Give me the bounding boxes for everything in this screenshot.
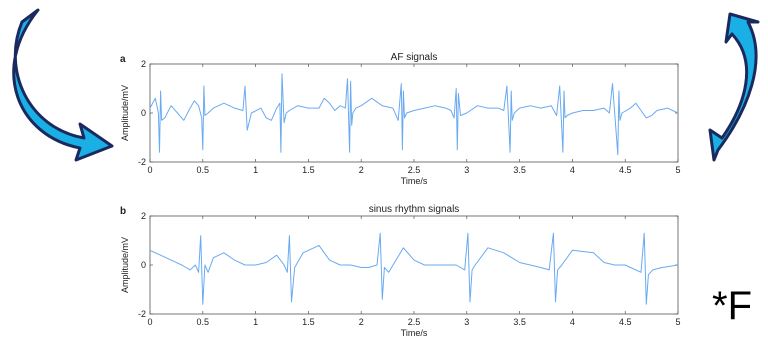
- panel-b-xtick-label: 3: [464, 317, 469, 327]
- panel-a-xtick-label: 4: [570, 165, 575, 175]
- panel-a-xtick-label: 1.5: [302, 165, 315, 175]
- panel-a-ylabel: Amplitude/mV: [120, 85, 130, 141]
- panel-b-xtick-label: 4.5: [619, 317, 632, 327]
- panel-a-xtick-label: 3: [464, 165, 469, 175]
- panel-b-ytick-label: -2: [138, 309, 146, 319]
- panel-a-xtick-label: 1: [253, 165, 258, 175]
- panel-a-xtick-label: 3.5: [513, 165, 526, 175]
- panel-b-ylabel: Amplitude/mV: [120, 237, 130, 293]
- panel-b-xtick-label: 3.5: [513, 317, 526, 327]
- panel-a-ytick-label: 2: [141, 59, 146, 69]
- panel-b-label: b: [120, 206, 126, 217]
- curved-arrow-right-icon: [708, 12, 760, 162]
- panel-a-xtick-label: 5: [675, 165, 680, 175]
- panel-a-xtick-label: 0.5: [197, 165, 210, 175]
- footnote-text: *F: [712, 284, 752, 328]
- panel-a-title: AF signals: [391, 52, 438, 63]
- panel-b-xtick-label: 5: [675, 317, 680, 327]
- panel-b-xtick-label: 2.5: [408, 317, 421, 327]
- panel-a-ytick-label: -2: [138, 157, 146, 167]
- panel-b-xtick-label: 0.5: [197, 317, 210, 327]
- panel-b-signal-line: [149, 232, 679, 305]
- panel-a-xtick-label: 4.5: [619, 165, 632, 175]
- panel-a-xtick-label: 0: [147, 165, 152, 175]
- panel-b-xlabel: Time/s: [401, 328, 428, 338]
- panel-b-xtick-label: 0: [147, 317, 152, 327]
- panel-b-xtick-label: 1.5: [302, 317, 315, 327]
- panel-a-plot-frame: [149, 63, 679, 163]
- panel-a-xtick-label: 2.5: [408, 165, 421, 175]
- panel-b-title: sinus rhythm signals: [369, 204, 460, 215]
- panel-b-xtick-label: 2: [359, 317, 364, 327]
- panel-b-xtick-label: 4: [570, 317, 575, 327]
- panel-a-signal-line: [149, 73, 679, 156]
- panel-b-plot-frame: [149, 215, 679, 315]
- panel-a-xtick-label: 2: [359, 165, 364, 175]
- panel-b-ytick-label: 0: [141, 260, 146, 270]
- chart-panel-sinus: b sinus rhythm signals 0 0.5 1 1.5 2 2.5 3 3.5 4 4.…: [120, 204, 681, 338]
- panel-b-ytick-label: 2: [141, 211, 146, 221]
- panel-a-xlabel: Time/s: [401, 176, 428, 186]
- panel-b-xtick-label: 1: [253, 317, 258, 327]
- panel-a-label: a: [120, 54, 126, 65]
- panel-a-ytick-label: 0: [141, 108, 146, 118]
- curved-arrow-left-icon: [12, 8, 114, 162]
